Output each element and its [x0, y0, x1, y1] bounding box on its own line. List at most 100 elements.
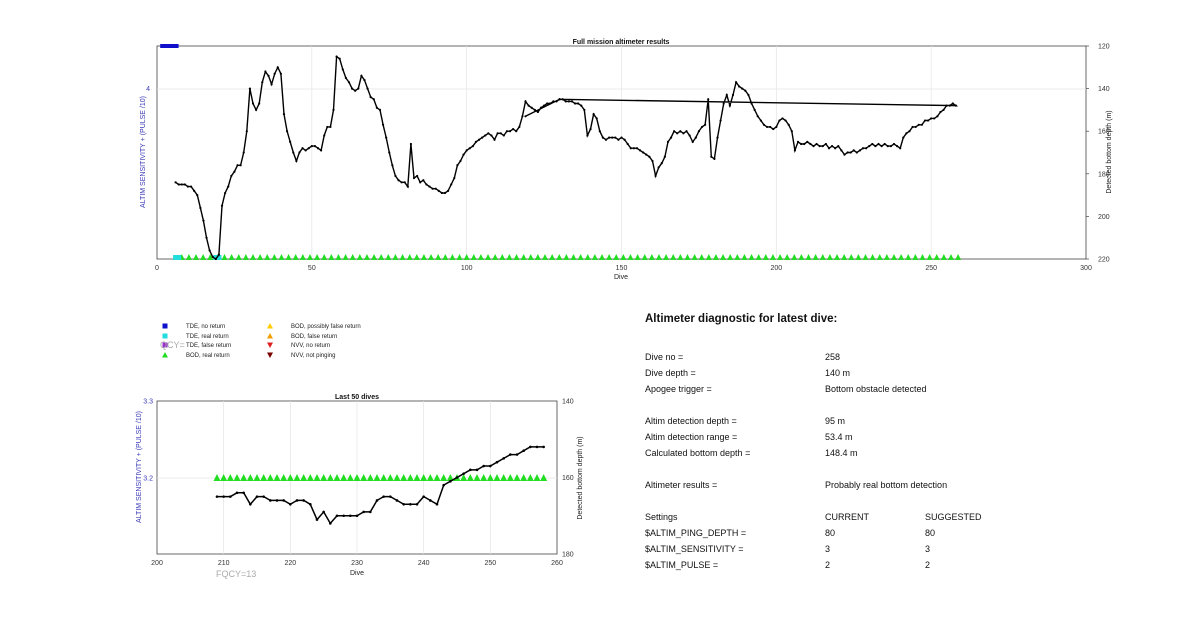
depth-point	[942, 108, 945, 111]
bod-real-return-marker	[613, 254, 620, 260]
x-tick-label: 300	[1080, 265, 1092, 272]
depth-point	[886, 145, 889, 148]
depth-point	[570, 100, 574, 103]
depth-point	[741, 87, 744, 90]
setting-current: 2	[825, 560, 831, 570]
depth-point	[437, 189, 440, 192]
bod-real-return-marker	[485, 254, 492, 260]
depth-point	[555, 100, 558, 103]
depth-point	[880, 145, 883, 148]
depth-point	[285, 130, 289, 133]
depth-point	[242, 151, 245, 154]
depth-point	[264, 70, 267, 73]
depth-point	[666, 140, 670, 143]
bod-real-return-marker	[257, 254, 264, 260]
diagnostic-label: Dive no =	[645, 352, 684, 362]
depth-point	[945, 104, 948, 107]
depth-point	[406, 185, 409, 188]
depth-point	[902, 136, 905, 139]
tde-no-return-marker	[169, 44, 176, 48]
diagnostic-label: Apogee trigger =	[645, 384, 712, 394]
bod-real-return-marker	[819, 254, 826, 260]
bod-real-return-marker	[748, 254, 755, 260]
x-tick-label: 50	[308, 265, 316, 272]
bod-real-return-marker	[513, 254, 520, 260]
bod-real-return-marker	[292, 254, 299, 260]
depth-point	[295, 159, 298, 163]
bod-real-return-marker	[876, 254, 883, 260]
depth-point	[536, 110, 539, 114]
depth-point	[499, 132, 502, 135]
depth-point	[270, 83, 273, 86]
depth-point	[592, 113, 595, 116]
bod-real-return-marker	[285, 254, 292, 260]
bod-real-return-marker	[299, 254, 306, 260]
setting-current: 3	[825, 544, 831, 554]
depth-point	[911, 125, 914, 129]
depth-point	[657, 166, 660, 169]
depth-point	[360, 74, 363, 77]
bod-real-return-marker	[193, 254, 200, 260]
bod-real-return-marker	[577, 254, 584, 260]
depth-point	[512, 127, 515, 131]
bod-real-return-marker	[363, 254, 370, 260]
bod-real-return-marker	[919, 254, 926, 260]
depth-point	[818, 145, 821, 148]
depth-point	[620, 136, 623, 139]
setting-label: $ALTIM_PING_DEPTH =	[645, 528, 747, 538]
depth-point	[930, 117, 933, 120]
depth-point	[542, 104, 546, 107]
depth-point	[815, 142, 818, 146]
depth-point	[697, 130, 701, 133]
depth-point	[645, 153, 648, 156]
depth-point	[892, 142, 896, 146]
diagnostic-value: Probably real bottom detection	[825, 480, 948, 490]
depth-point	[635, 147, 639, 150]
depth-point	[688, 134, 691, 137]
depth-point	[505, 130, 509, 133]
bod-real-return-marker	[185, 254, 192, 260]
bod-real-return-marker	[549, 254, 556, 260]
bod-real-return-marker	[933, 254, 940, 260]
depth-point	[220, 204, 224, 207]
depth-point	[710, 155, 713, 158]
bod-real-return-marker	[399, 254, 406, 260]
bod-real-return-marker	[684, 254, 691, 260]
left-tick-label: 4	[146, 86, 150, 93]
depth-point	[871, 142, 874, 146]
bod-real-return-marker	[321, 254, 328, 260]
diagnostic-value: Bottom obstacle detected	[825, 384, 927, 394]
depth-point	[282, 113, 286, 116]
depth-point	[202, 219, 205, 222]
setting-suggested: 2	[925, 560, 931, 570]
bod-real-return-marker	[634, 254, 641, 260]
depth-point	[412, 176, 416, 180]
depth-point	[558, 98, 561, 101]
depth-point	[329, 125, 332, 129]
depth-point	[793, 149, 797, 152]
depth-point	[806, 140, 809, 143]
right-tick-label: 140	[1098, 86, 1110, 93]
bod-real-return-marker	[591, 254, 598, 260]
bod-real-return-marker	[791, 254, 798, 260]
diagnostic-label: Calculated bottom depth =	[645, 448, 751, 458]
bod-real-return-marker	[883, 254, 890, 260]
depth-point	[809, 142, 812, 146]
depth-point	[533, 108, 536, 111]
depth-point	[298, 151, 301, 154]
depth-point	[790, 130, 793, 133]
bod-real-return-marker	[663, 254, 670, 260]
bod-real-return-marker	[762, 254, 769, 260]
depth-point	[245, 130, 248, 133]
depth-point	[174, 181, 177, 184]
x-tick-label: 200	[770, 265, 782, 272]
depth-point	[580, 104, 583, 107]
depth-point	[951, 102, 954, 105]
depth-point	[586, 134, 589, 137]
bod-real-return-marker	[620, 254, 627, 260]
depth-point	[682, 132, 685, 135]
depth-point	[868, 145, 871, 148]
bod-real-return-marker	[249, 254, 256, 260]
depth-point	[446, 189, 450, 192]
bod-real-return-marker	[812, 254, 819, 260]
